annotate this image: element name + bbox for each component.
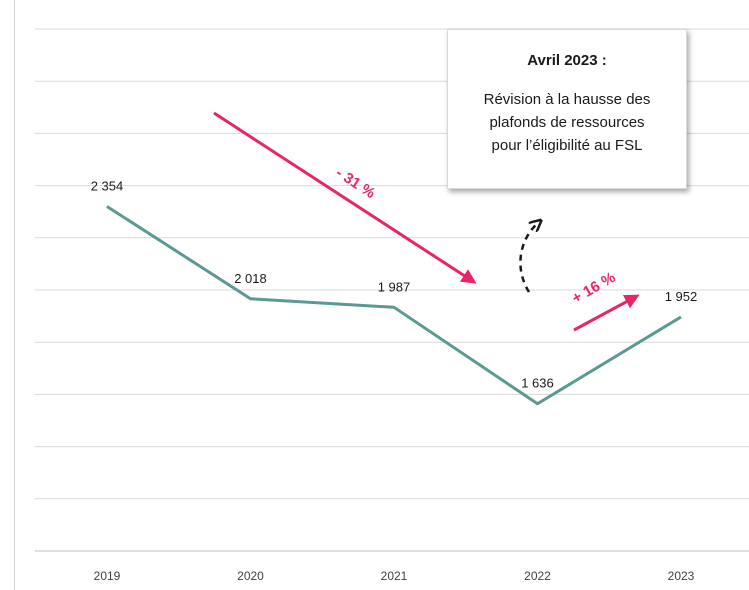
- increase-arrow: [573, 294, 640, 332]
- callout-line-1: Révision à la hausse des: [483, 91, 651, 108]
- x-tick-label: 2021: [381, 569, 408, 583]
- callout-line-3: pour l’éligibilité au FSL: [491, 137, 643, 154]
- data-label: 1 636: [521, 376, 554, 391]
- chart-frame: [14, 0, 749, 590]
- decrease-label: - 31 %: [333, 164, 379, 202]
- x-tick-label: 2019: [94, 569, 121, 583]
- x-tick-label: 2023: [668, 569, 695, 583]
- callout-line-2: plafonds de ressources: [489, 114, 645, 131]
- x-tick-label: 2022: [524, 569, 551, 583]
- callout-body: Révision à la hausse des plafonds de res…: [448, 88, 686, 157]
- data-label: 2 354: [91, 178, 124, 193]
- data-label: 1 987: [378, 279, 411, 294]
- data-label: 2 018: [234, 271, 267, 286]
- x-axis-ticks: 2019 2020 2021 2022 2023: [94, 569, 695, 583]
- data-labels: 2 354 2 018 1 987 1 636 1 952: [91, 178, 698, 390]
- callout-box: Avril 2023 : Révision à la hausse des pl…: [447, 29, 687, 189]
- dashed-curved-arrow: [519, 222, 539, 293]
- series-polyline: [106, 205, 682, 406]
- series-line: [106, 205, 682, 406]
- x-tick-label: 2020: [237, 569, 264, 583]
- callout-title: Avril 2023 :: [527, 52, 607, 69]
- decrease-arrow: [213, 111, 477, 284]
- increase-label: + 16 %: [569, 269, 618, 307]
- data-label: 1 952: [665, 289, 698, 304]
